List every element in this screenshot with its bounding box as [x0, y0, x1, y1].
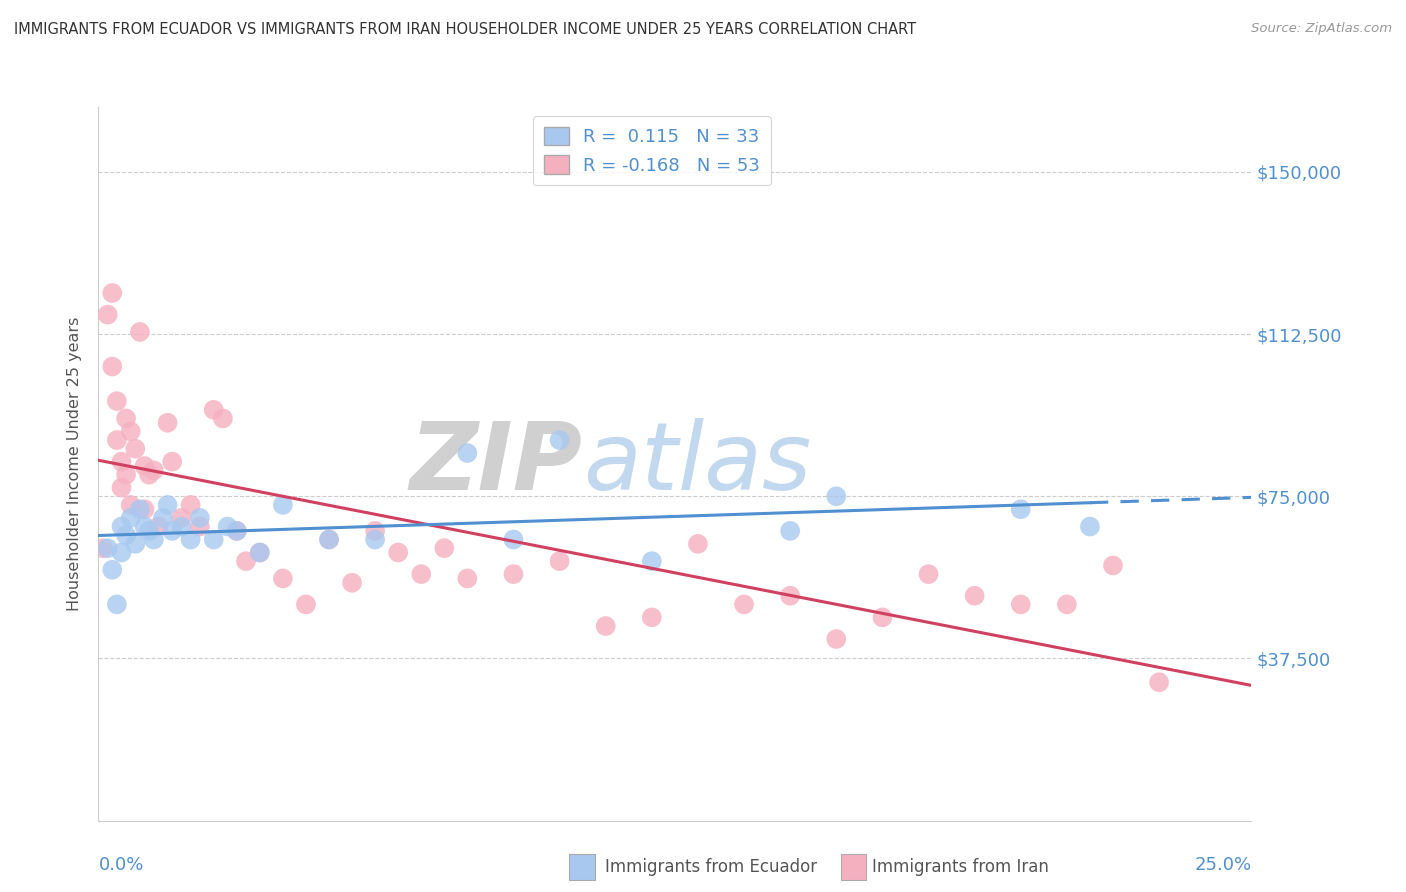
Point	[641, 610, 664, 624]
Point	[105, 433, 128, 447]
Point	[110, 545, 132, 559]
Point	[202, 533, 225, 547]
Point	[180, 533, 202, 547]
Point	[1102, 558, 1125, 573]
Point	[120, 498, 142, 512]
Point	[502, 533, 524, 547]
Text: 0.0%: 0.0%	[98, 856, 143, 874]
Point	[364, 524, 387, 538]
Point	[1056, 598, 1078, 612]
Point	[129, 325, 152, 339]
Point	[115, 467, 138, 482]
Point	[138, 524, 160, 538]
Point	[917, 567, 939, 582]
Point	[124, 442, 146, 456]
Point	[318, 533, 340, 547]
Point	[249, 545, 271, 559]
Point	[1078, 519, 1101, 533]
Point	[101, 563, 124, 577]
Point	[97, 541, 120, 556]
Point	[142, 463, 165, 477]
Text: 25.0%: 25.0%	[1194, 856, 1251, 874]
Point	[120, 425, 142, 439]
Point	[105, 394, 128, 409]
Point	[779, 589, 801, 603]
Point	[91, 541, 114, 556]
Point	[129, 502, 152, 516]
Point	[152, 511, 174, 525]
Point	[686, 537, 709, 551]
Point	[387, 545, 409, 559]
Point	[202, 402, 225, 417]
Point	[548, 433, 571, 447]
Legend: R =  0.115   N = 33, R = -0.168   N = 53: R = 0.115 N = 33, R = -0.168 N = 53	[533, 116, 770, 186]
Point	[115, 528, 138, 542]
Point	[134, 502, 156, 516]
Point	[364, 533, 387, 547]
Point	[156, 416, 179, 430]
Point	[225, 524, 247, 538]
Point	[115, 411, 138, 425]
Point	[110, 519, 132, 533]
Point	[595, 619, 617, 633]
Point	[217, 519, 239, 533]
Point	[148, 519, 170, 533]
Point	[1010, 598, 1032, 612]
Text: Immigrants from Ecuador: Immigrants from Ecuador	[605, 858, 817, 876]
Point	[1147, 675, 1170, 690]
Text: Immigrants from Iran: Immigrants from Iran	[872, 858, 1049, 876]
Point	[101, 359, 124, 374]
Point	[97, 308, 120, 322]
Point	[318, 533, 340, 547]
Point	[433, 541, 456, 556]
Point	[825, 632, 848, 646]
Point	[295, 598, 318, 612]
Point	[142, 533, 165, 547]
Point	[110, 481, 132, 495]
Point	[271, 498, 294, 512]
Point	[212, 411, 235, 425]
Point	[160, 455, 183, 469]
Text: ZIP: ZIP	[409, 417, 582, 510]
Point	[124, 537, 146, 551]
Point	[188, 511, 211, 525]
Point	[456, 446, 478, 460]
Point	[548, 554, 571, 568]
Text: IMMIGRANTS FROM ECUADOR VS IMMIGRANTS FROM IRAN HOUSEHOLDER INCOME UNDER 25 YEAR: IMMIGRANTS FROM ECUADOR VS IMMIGRANTS FR…	[14, 22, 917, 37]
Text: atlas: atlas	[582, 418, 811, 509]
Point	[456, 571, 478, 585]
Point	[188, 519, 211, 533]
Point	[101, 285, 124, 300]
Point	[872, 610, 894, 624]
Y-axis label: Householder Income Under 25 years: Householder Income Under 25 years	[67, 317, 83, 611]
Point	[271, 571, 294, 585]
Point	[235, 554, 257, 568]
Point	[225, 524, 247, 538]
Point	[249, 545, 271, 559]
Point	[180, 498, 202, 512]
Point	[120, 511, 142, 525]
Point	[138, 467, 160, 482]
Point	[641, 554, 664, 568]
Point	[825, 489, 848, 503]
Point	[779, 524, 801, 538]
Point	[170, 519, 193, 533]
Point	[963, 589, 986, 603]
Point	[170, 511, 193, 525]
Point	[733, 598, 755, 612]
Point	[105, 598, 128, 612]
Text: Source: ZipAtlas.com: Source: ZipAtlas.com	[1251, 22, 1392, 36]
Point	[110, 455, 132, 469]
Point	[340, 575, 363, 590]
Point	[134, 519, 156, 533]
Point	[411, 567, 433, 582]
Point	[1010, 502, 1032, 516]
Point	[502, 567, 524, 582]
Point	[134, 458, 156, 473]
Point	[160, 524, 183, 538]
Point	[156, 498, 179, 512]
